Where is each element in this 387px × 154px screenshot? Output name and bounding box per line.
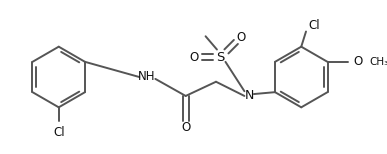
Text: O: O [236,31,245,44]
Text: O: O [181,121,190,134]
Text: CH₃: CH₃ [369,57,387,67]
Text: O: O [190,51,199,64]
Text: NH: NH [138,71,156,83]
Text: Cl: Cl [309,19,320,32]
Text: Cl: Cl [53,126,65,139]
Text: S: S [217,51,225,64]
Text: O: O [353,55,362,68]
Text: N: N [245,89,254,102]
